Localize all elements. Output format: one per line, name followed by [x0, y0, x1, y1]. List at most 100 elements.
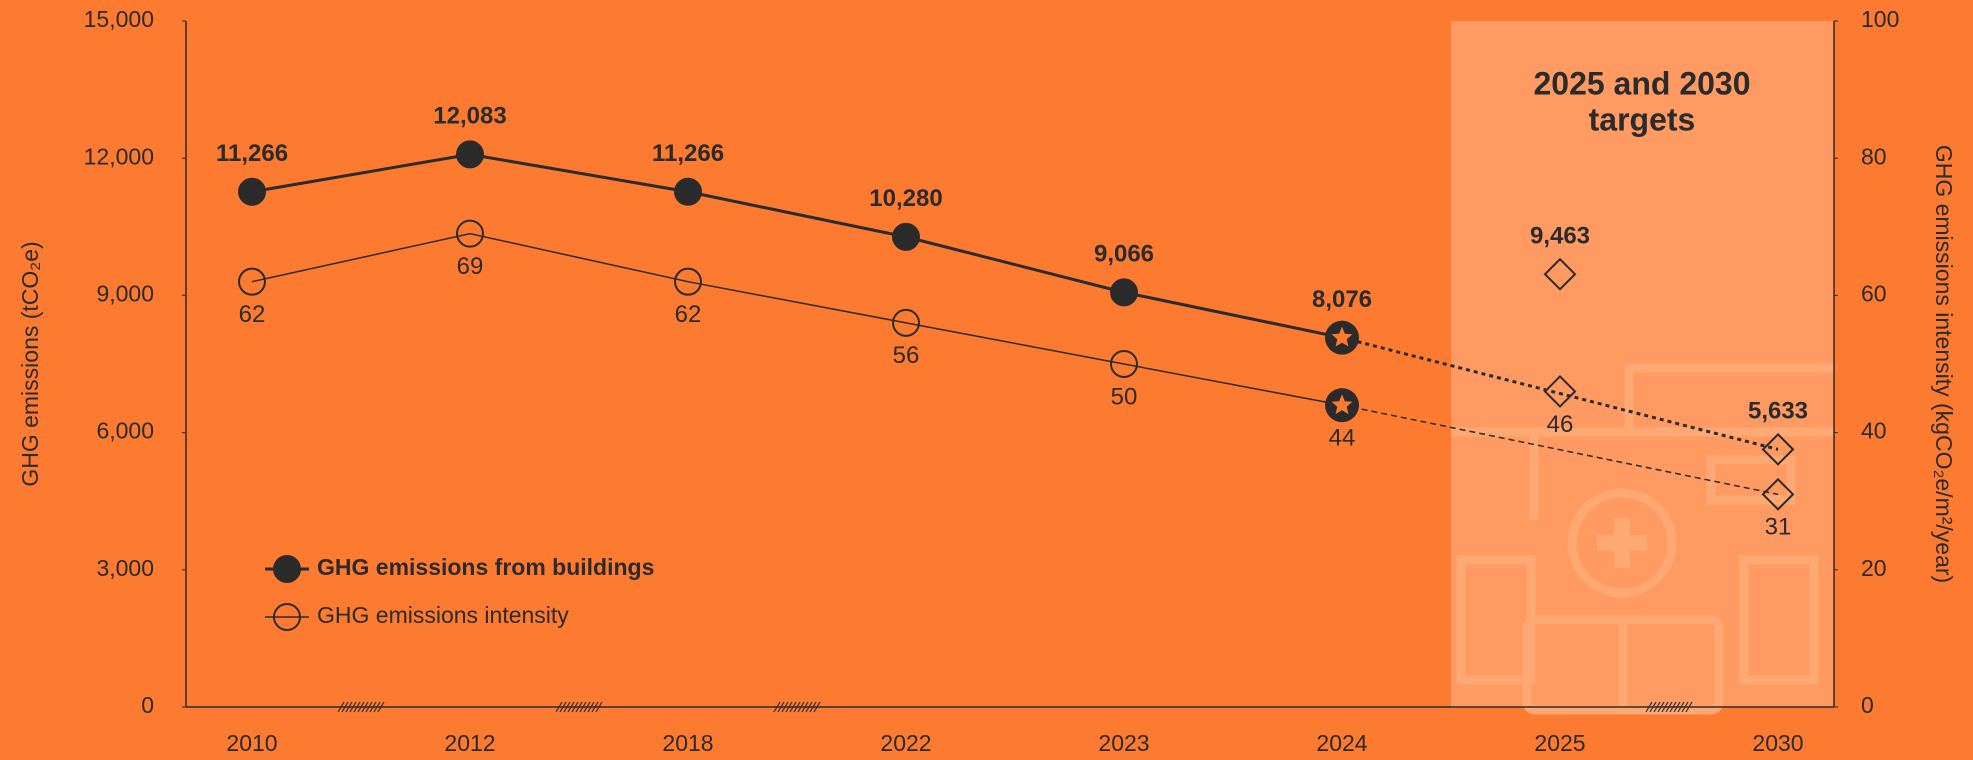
x-tick-label: 2030 [1752, 730, 1803, 756]
background-layer [1451, 21, 1834, 715]
point-marker [456, 219, 484, 248]
axis-break [345, 701, 353, 713]
value-label: 62 [239, 301, 266, 328]
icon [1451, 363, 1834, 520]
y-tick-label: 15,000 [84, 6, 154, 32]
x-tick-label: 2018 [662, 730, 713, 756]
axis-break [365, 701, 373, 713]
axis-break [813, 701, 821, 713]
x-tick-label: 2024 [1316, 730, 1367, 756]
axis-break [1669, 701, 1677, 713]
axis-break [809, 701, 817, 713]
point-diamond [1543, 257, 1577, 291]
axis-break [349, 701, 357, 713]
axis-break [1657, 701, 1665, 713]
value-label: 5,633 [1748, 398, 1808, 425]
axis-break [341, 701, 349, 713]
axis-break [1645, 701, 1653, 713]
point-marker [1110, 350, 1138, 378]
x-tick-label: 2023 [1098, 730, 1149, 756]
y-tick-label: 9,000 [96, 280, 154, 306]
point-diamond [1761, 432, 1795, 466]
x-tick-label: 2010 [226, 730, 277, 756]
axis-break [1649, 701, 1657, 713]
target-line [1341, 404, 1779, 496]
y2-tick-label: 0 [1861, 692, 1874, 718]
axis-break [583, 701, 591, 713]
axis-break [377, 701, 385, 713]
x-tick-label: 2025 [1534, 730, 1585, 756]
axis-break [793, 701, 801, 713]
point-marker [238, 267, 266, 296]
axis-break [595, 701, 603, 713]
axis-break [1685, 701, 1693, 713]
axis-break [575, 701, 583, 713]
y2-tick-label: 40 [1861, 418, 1887, 444]
axis-break [773, 701, 781, 713]
value-label: 46 [1547, 411, 1574, 438]
point-marker [892, 222, 920, 251]
value-label: 31 [1765, 514, 1792, 541]
value-label: 62 [675, 301, 702, 328]
y-axis-title: GHG emissions (tCO₂e) [17, 241, 43, 486]
point-marker [456, 140, 484, 169]
axis-break [777, 701, 785, 713]
value-label: 9,463 [1530, 223, 1590, 250]
point-marker [674, 177, 702, 206]
value-label: 69 [457, 253, 484, 280]
value-label: 50 [1111, 383, 1138, 410]
point-diamond [1761, 477, 1795, 511]
value-label: 11,266 [652, 140, 724, 167]
axis-break [781, 701, 789, 713]
point-marker [892, 308, 920, 337]
y2-tick-label: 20 [1861, 555, 1887, 581]
annotation: 2025 and 2030 [1533, 65, 1750, 101]
target-line [1341, 336, 1779, 451]
axis-break [337, 701, 345, 713]
axis-break [361, 701, 369, 713]
axis-break [797, 701, 805, 713]
series-line [251, 152, 1343, 340]
point-star [1325, 320, 1359, 355]
legend-label: GHG emissions intensity [317, 602, 569, 628]
value-label: 10,280 [869, 185, 942, 212]
value-label: 56 [893, 342, 920, 369]
star [1331, 394, 1353, 415]
y-tick-label: 0 [141, 692, 154, 718]
axis-break [1681, 701, 1689, 713]
value-label: 11,266 [216, 140, 288, 167]
axis-break [1661, 701, 1669, 713]
annotation: targets [1589, 101, 1696, 137]
axis-break [789, 701, 797, 713]
axis-break [579, 701, 587, 713]
legend-label: GHG emissions from buildings [317, 554, 654, 580]
y2-axis-title: GHG emissions intensity (kgCO₂e/m²/year) [1931, 145, 1957, 583]
legend-marker [273, 603, 301, 631]
y2-tick-label: 60 [1861, 280, 1887, 306]
axis-break [805, 701, 813, 713]
point-marker [674, 267, 702, 296]
value-label: 12,083 [433, 103, 506, 130]
axis-break [1665, 701, 1673, 713]
y-tick-label: 12,000 [84, 143, 154, 169]
axis-break [1653, 701, 1661, 713]
point-diamond [1543, 375, 1577, 408]
axis-break [567, 701, 575, 713]
star [1331, 326, 1353, 347]
value-label: 44 [1329, 425, 1356, 452]
axis-break [587, 701, 595, 713]
icon [1567, 488, 1677, 598]
y-tick-label: 6,000 [96, 418, 154, 444]
y2-tick-label: 80 [1861, 143, 1887, 169]
axis-break [1677, 701, 1685, 713]
x-tick-label: 2022 [880, 730, 931, 756]
value-label: 9,066 [1094, 241, 1154, 268]
axis-break [373, 701, 381, 713]
axis-break [555, 701, 563, 713]
y2-tick-label: 100 [1861, 6, 1899, 32]
value-label: 8,076 [1312, 286, 1372, 313]
icon [1739, 555, 1819, 685]
icon [1456, 555, 1536, 685]
